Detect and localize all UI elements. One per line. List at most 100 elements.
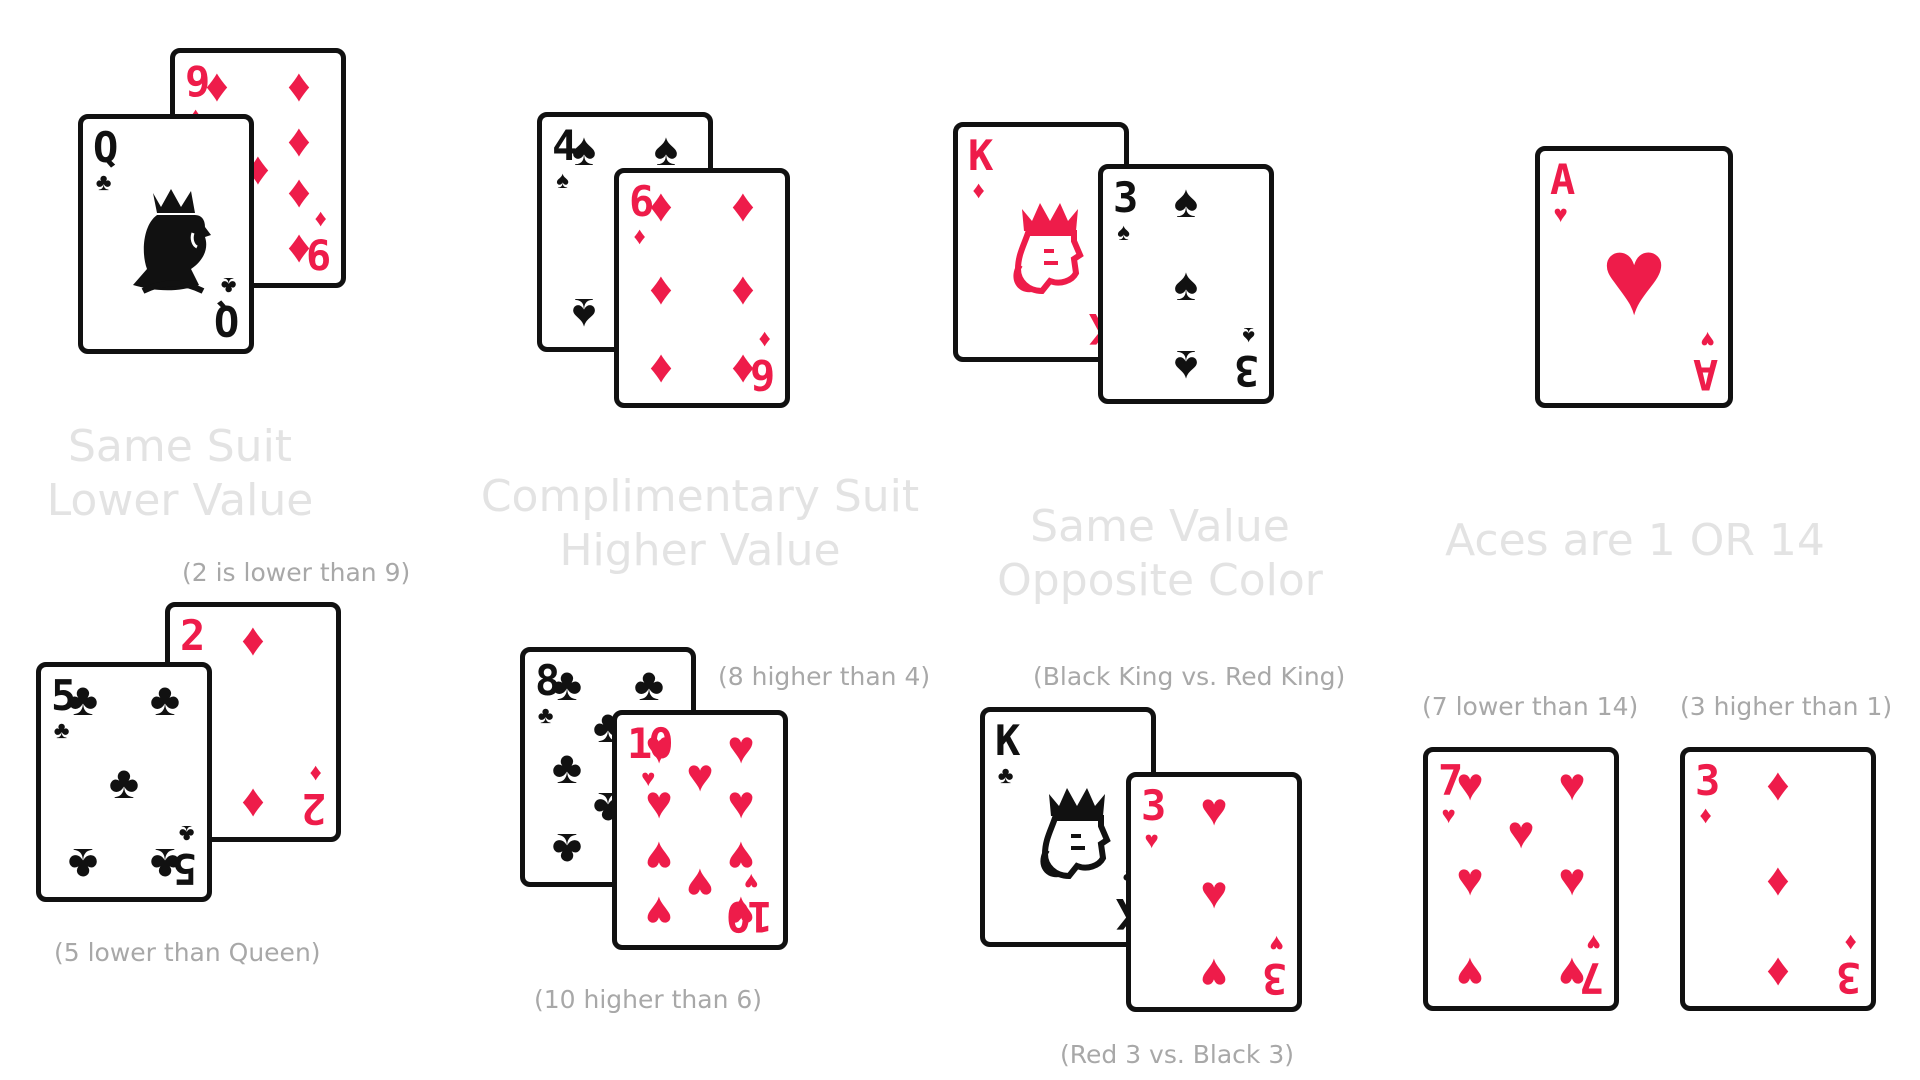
card-suit-spade-icon: ♠: [1241, 322, 1255, 349]
note-two-lower-than-nine: (2 is lower than 9): [182, 558, 411, 587]
pip-heart-icon: ♥: [1558, 758, 1586, 810]
card-suit-diamond-icon: ♦: [314, 206, 327, 233]
card-suit-diamond-icon: ♦: [1699, 802, 1712, 829]
card-corner-index: 5 ♣: [51, 671, 76, 743]
pip-heart-icon: ♥: [645, 887, 673, 939]
card-corner-index: 7 ♥: [1438, 756, 1463, 829]
pip-heart-icon: ♥: [1558, 948, 1586, 1000]
card-suit-club-icon: ♣: [95, 169, 112, 196]
card-rank: 10: [627, 719, 674, 768]
card-pip-area: ♥ ♥ ♥ ♥ ♥ ♥ ♥ ♥ ♥ ♥: [645, 724, 754, 939]
pip-diamond-icon: ♦: [287, 113, 311, 166]
card-corner-index: 7 ♥: [1582, 929, 1604, 1002]
pip-heart-icon: ♥: [1456, 853, 1484, 905]
pip-club-icon: ♣: [149, 673, 181, 725]
card-suit-club-icon: ♣: [997, 762, 1014, 789]
card-rank: K: [995, 716, 1020, 765]
card-corner-index: 10 ♥: [627, 719, 674, 792]
card-pip-area: ♦ ♦ ♦: [1727, 761, 1829, 1000]
card-suit-diamond-icon: ♦: [972, 177, 985, 204]
card-suit-heart-icon: ♥: [1269, 930, 1284, 957]
rule-title-same-suit: Same Suit Lower Value: [30, 420, 330, 527]
pip-diamond-icon: ♦: [731, 262, 755, 314]
card-pip-area: ♣ ♣ ♣ ♣ ♣: [68, 676, 180, 891]
note-ten-higher-than-six: (10 higher than 6): [534, 985, 763, 1014]
card-corner-index: 3 ♠: [1113, 177, 1138, 246]
king-face-icon: [1015, 766, 1135, 896]
card-rank: 7: [1438, 756, 1463, 805]
card-corner-index: 3 ♦: [1839, 929, 1861, 1002]
card-suit-heart-icon: ♥: [641, 765, 656, 792]
card-corner-index: 6 ♦: [754, 326, 775, 399]
pip-heart-icon: ♥: [1456, 948, 1484, 1000]
pip-diamond-icon: ♦: [1766, 758, 1790, 810]
card-rank: 4: [552, 121, 577, 170]
card-rank: Q: [217, 296, 239, 345]
card-corner-index: 3 ♠: [1238, 322, 1259, 395]
card-suit-diamond-icon: ♦: [758, 326, 771, 353]
card-suit-heart-icon: ♥: [1441, 802, 1456, 829]
card-rank: 3: [1839, 953, 1861, 1002]
pip-heart-icon: ♥: [1200, 783, 1228, 835]
rule-title-aces: Aces are 1 OR 14: [1420, 514, 1850, 568]
pip-spade-icon: ♠: [571, 289, 597, 341]
pip-heart-icon: ♥: [686, 749, 714, 802]
note-three-higher-than-one: (3 higher than 1): [1680, 692, 1893, 721]
card-suit-spade-icon: ♠: [556, 167, 570, 194]
pip-club-icon: ♣: [67, 839, 99, 891]
card-suit-diamond-icon: ♦: [1844, 929, 1857, 956]
card-queen-of-clubs: Q ♣ Q ♣: [78, 114, 254, 354]
pip-diamond-icon: ♦: [205, 59, 229, 111]
card-suit-diamond-icon: ♦: [309, 760, 322, 787]
pip-diamond-icon: ♦: [731, 345, 755, 397]
pip-club-icon: ♣: [108, 756, 140, 808]
pip-diamond-icon: ♦: [731, 179, 755, 231]
pip-club-icon: ♣: [551, 824, 583, 876]
pip-diamond-icon: ♦: [287, 225, 311, 277]
pip-diamond-icon: ♦: [241, 779, 265, 831]
card-rank: 8: [535, 656, 560, 705]
pip-club-icon: ♣: [551, 658, 583, 710]
card-three-of-hearts: 3 ♥ 3 ♥ ♥ ♥ ♥: [1126, 772, 1302, 1012]
title-line: Aces are 1 OR 14: [1445, 515, 1825, 566]
card-corner-index: 2♦: [305, 760, 326, 833]
card-rank: A: [1696, 350, 1718, 399]
card-corner-index: 4♠: [552, 121, 577, 194]
card-corner-index: Q ♣: [93, 127, 118, 196]
pip-spade-icon: ♠: [1173, 341, 1199, 393]
title-line: Same Value: [1030, 501, 1290, 552]
pip-heart-icon: ♥: [645, 775, 673, 828]
card-corner-index: 3 ♦: [1695, 760, 1720, 829]
pip-heart-icon: ♥: [686, 858, 714, 911]
king-face-icon: [988, 181, 1108, 311]
rule-title-same-value: Same Value Opposite Color: [980, 500, 1340, 607]
pip-diamond-icon: ♦: [649, 262, 673, 314]
title-line: Complimentary Suit: [480, 471, 920, 522]
card-seven-of-hearts: 7 ♥ 7 ♥ ♥ ♥ ♥ ♥ ♥ ♥ ♥: [1423, 747, 1619, 1011]
card-six-of-diamonds: 6 ♦ 6 ♦ ♦ ♦ ♦ ♦ ♦ ♦: [614, 168, 790, 408]
card-corner-index: 9♦: [309, 206, 331, 279]
pip-diamond-icon: ♦: [649, 179, 673, 231]
card-pip-area: ♠♠♠♠: [572, 126, 678, 341]
card-corner-index: A ♥: [1550, 159, 1575, 227]
card-suit-diamond-icon: ♦: [633, 223, 646, 250]
card-suit-club-icon: ♣: [178, 820, 195, 847]
pip-spade-icon: ♠: [653, 123, 679, 175]
card-rank: 7: [1582, 953, 1604, 1002]
card-rank: 6: [629, 177, 654, 226]
pip-club-icon: ♣: [149, 839, 181, 891]
card-rank: 3: [1265, 954, 1287, 1003]
pip-heart-icon: ♥: [1507, 805, 1535, 858]
title-line: Opposite Color: [997, 554, 1323, 606]
card-pip-area: ♥ ♥ ♥: [1173, 786, 1255, 1001]
pip-spade-icon: ♠: [571, 123, 597, 175]
card-rank: 9: [309, 230, 331, 279]
card-suit-spade-icon: ♠: [1117, 219, 1131, 246]
card-rank: 5: [51, 671, 76, 720]
pip-heart-icon: ♥: [727, 775, 755, 828]
card-rank: 3: [1141, 781, 1166, 830]
card-pip-area: ♥ ♥ ♥ ♥ ♥ ♥ ♥: [1456, 761, 1585, 1000]
card-rank: K: [968, 131, 993, 180]
pip-club-icon: ♣: [551, 741, 583, 793]
pip-diamond-icon: ♦: [241, 613, 265, 665]
